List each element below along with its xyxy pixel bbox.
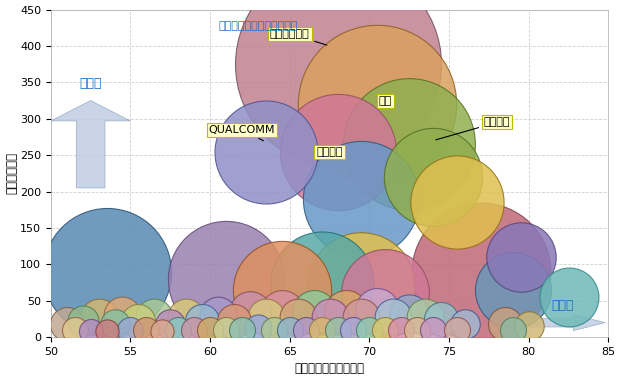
Point	[508, 327, 518, 333]
Point	[261, 314, 271, 320]
FancyArrow shape	[521, 315, 605, 331]
Point	[277, 309, 287, 315]
Point	[500, 321, 510, 327]
Text: 円の大きさ：有効特許件数: 円の大きさ：有効特許件数	[218, 21, 297, 31]
Point	[365, 327, 374, 333]
Point	[157, 328, 167, 335]
Point	[301, 327, 310, 333]
Point	[150, 314, 160, 320]
Point	[333, 149, 343, 155]
Point	[102, 269, 112, 275]
Point	[277, 287, 287, 293]
Point	[61, 321, 71, 327]
Point	[197, 318, 207, 324]
Point	[309, 309, 319, 315]
Point	[189, 327, 199, 333]
Point	[373, 306, 383, 312]
Point	[181, 314, 191, 320]
Text: 総合力: 総合力	[79, 77, 102, 90]
Point	[102, 328, 112, 335]
Point	[428, 327, 438, 333]
Point	[516, 254, 526, 260]
Point	[388, 314, 398, 320]
Point	[381, 290, 391, 296]
Point	[524, 323, 533, 329]
Point	[340, 309, 350, 315]
Point	[356, 196, 366, 202]
Point	[333, 327, 343, 333]
Text: 東苝: 東苝	[379, 96, 392, 106]
Point	[348, 327, 358, 333]
Point	[404, 141, 414, 147]
Text: 個別力: 個別力	[551, 299, 574, 312]
Point	[508, 287, 518, 293]
Point	[333, 61, 343, 67]
Point	[285, 327, 295, 333]
Point	[78, 318, 88, 324]
Point	[373, 101, 383, 107]
Y-axis label: 権利者スコア: 権利者スコア	[6, 152, 19, 194]
Point	[229, 318, 239, 324]
Point	[142, 327, 152, 333]
Point	[325, 314, 335, 320]
Point	[420, 314, 430, 320]
Text: シャープ: シャープ	[316, 147, 343, 157]
Point	[261, 149, 271, 155]
Point	[70, 327, 79, 333]
Point	[269, 327, 279, 333]
Point	[221, 327, 231, 333]
FancyArrow shape	[51, 101, 130, 188]
Point	[428, 174, 438, 180]
Point	[253, 325, 263, 331]
Point	[237, 327, 247, 333]
Point	[460, 321, 470, 327]
Point	[109, 321, 119, 327]
Text: QUALCOMM: QUALCOMM	[209, 125, 275, 141]
Point	[404, 311, 414, 317]
Point	[476, 269, 486, 275]
Point	[205, 327, 215, 333]
Point	[165, 321, 175, 327]
Text: 中国電力: 中国電力	[436, 117, 510, 140]
Point	[356, 283, 366, 289]
Point	[292, 314, 302, 320]
Point	[396, 327, 406, 333]
Point	[221, 276, 231, 282]
Point	[356, 314, 366, 320]
Point	[452, 327, 462, 333]
Point	[452, 199, 462, 205]
Point	[317, 280, 327, 286]
Point	[245, 309, 255, 315]
Point	[436, 316, 446, 322]
Point	[173, 327, 183, 333]
X-axis label: パテントスコア最高値: パテントスコア最高値	[294, 362, 365, 375]
Point	[134, 318, 143, 324]
Point	[381, 327, 391, 333]
Point	[117, 312, 127, 319]
Point	[412, 327, 422, 333]
Point	[564, 294, 574, 300]
Text: パナソニック: パナソニック	[270, 29, 327, 45]
Point	[125, 327, 135, 333]
Point	[317, 327, 327, 333]
Point	[213, 312, 223, 319]
Point	[94, 314, 104, 320]
Point	[86, 328, 96, 335]
